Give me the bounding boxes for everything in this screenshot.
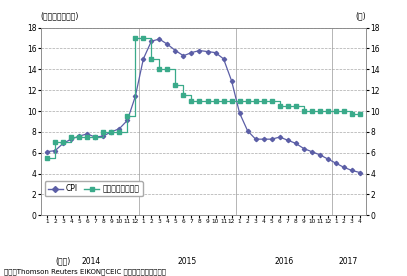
Text: 資料：Thomson Reuters EIKON、CEIC から経済産業省作成。: 資料：Thomson Reuters EIKON、CEIC から経済産業省作成。	[4, 268, 166, 275]
Text: (前年同月比、％): (前年同月比、％)	[41, 11, 79, 20]
Text: (年月): (年月)	[55, 257, 70, 266]
Text: (％): (％)	[356, 11, 366, 20]
Text: 2017: 2017	[338, 257, 357, 266]
Legend: CPI, 政策金利（右軸）: CPI, 政策金利（右軸）	[44, 181, 142, 197]
Text: 2015: 2015	[178, 257, 197, 266]
Text: 2014: 2014	[81, 257, 101, 266]
Text: 2016: 2016	[274, 257, 293, 266]
